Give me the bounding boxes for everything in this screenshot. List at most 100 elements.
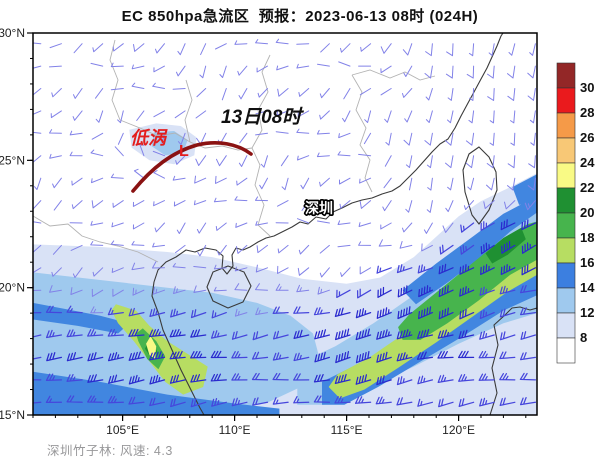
wind-barb xyxy=(131,240,145,246)
wind-barb xyxy=(508,43,516,56)
wind-barb xyxy=(402,88,413,98)
wind-barb xyxy=(409,177,413,191)
wind-barb xyxy=(69,130,83,136)
city-label-shenzhen: 深圳 xyxy=(305,200,333,216)
wind-barb xyxy=(272,372,289,381)
shade-region-12-14 xyxy=(33,272,320,413)
wind-barb xyxy=(507,155,516,169)
wind-barb xyxy=(252,331,269,341)
wind-barb xyxy=(424,65,433,79)
wind-barb xyxy=(417,329,434,339)
wind-barb xyxy=(296,43,310,45)
wind-barb xyxy=(405,200,413,213)
wind-barb xyxy=(215,43,227,50)
wind-barb xyxy=(360,43,372,52)
wind-barb xyxy=(111,267,124,273)
wind-barb xyxy=(176,65,186,77)
colorbar-tick-label: 30 xyxy=(580,80,594,95)
wind-barb xyxy=(235,222,248,228)
wind-barb xyxy=(427,177,433,191)
wind-barb xyxy=(87,374,104,383)
wind-barb xyxy=(396,352,413,362)
wind-barb xyxy=(52,177,62,189)
wind-barb xyxy=(128,328,145,337)
wind-barb xyxy=(152,242,165,248)
wind-barb xyxy=(153,200,165,207)
wind-barb xyxy=(334,395,351,404)
wind-barb xyxy=(256,244,268,254)
wind-barb xyxy=(384,110,392,123)
wind-barb xyxy=(131,64,145,70)
wind-barb xyxy=(90,220,104,226)
province-borders-layer xyxy=(33,39,436,263)
wind-barb xyxy=(426,155,433,169)
wind-barb xyxy=(524,200,536,211)
wind-barb xyxy=(251,351,269,360)
wind-barb xyxy=(133,43,145,52)
wind-barb xyxy=(170,398,186,408)
wind-barb xyxy=(200,43,207,56)
wind-barb xyxy=(438,307,454,320)
wind-barb xyxy=(527,88,536,101)
wind-barb xyxy=(335,350,351,364)
wind-barb xyxy=(190,374,207,383)
wind-barb xyxy=(149,308,166,318)
luzon-coast xyxy=(489,306,537,415)
wind-barb xyxy=(483,200,495,209)
wind-barb xyxy=(314,329,331,340)
wind-barb xyxy=(316,129,330,135)
wind-barb xyxy=(91,132,104,140)
wind-barb xyxy=(33,221,42,224)
wind-barb xyxy=(117,110,124,124)
wind-barb xyxy=(131,82,145,89)
wind-barb xyxy=(161,132,165,146)
wind-barb xyxy=(71,200,83,210)
wind-barb xyxy=(334,307,351,318)
colorbar-tick-label: 8 xyxy=(580,330,587,345)
wind-barb xyxy=(128,374,145,385)
wind-barb xyxy=(210,373,227,382)
wind-barb xyxy=(445,155,454,169)
wind-barb xyxy=(403,65,413,77)
colorbar-tick-label: 12 xyxy=(580,305,594,320)
wind-barb xyxy=(231,397,248,407)
wind-barb xyxy=(197,244,207,257)
wind-barb xyxy=(501,240,516,254)
wind-barb xyxy=(114,146,124,157)
wind-barb xyxy=(396,264,413,274)
wind-barb xyxy=(33,200,42,210)
wind-barb xyxy=(469,88,475,101)
wind-barb xyxy=(259,177,268,190)
wind-barb xyxy=(383,177,392,189)
wind-barb xyxy=(169,374,186,384)
wind-barb xyxy=(317,220,330,224)
colorbar-swatch xyxy=(556,287,576,314)
wind-barb xyxy=(468,43,475,57)
wind-barb xyxy=(177,132,186,146)
wind-barb xyxy=(447,177,454,191)
wind-barb xyxy=(172,263,186,269)
wind-barb xyxy=(316,152,330,158)
wind-barb xyxy=(354,396,372,404)
colorbar-swatch xyxy=(556,337,576,364)
wind-barb xyxy=(107,352,124,362)
wind-barb xyxy=(154,222,165,233)
wind-barb xyxy=(255,307,268,316)
wind-barb xyxy=(421,243,433,252)
wind-barb xyxy=(480,242,495,255)
wind-barb xyxy=(110,62,124,68)
wind-barb xyxy=(380,222,392,230)
wind-barb xyxy=(438,285,454,298)
wind-barb xyxy=(172,175,186,181)
wind-barb xyxy=(358,153,372,157)
wind-barb xyxy=(519,307,537,316)
wind-barb xyxy=(139,144,145,157)
wind-barb xyxy=(425,43,433,57)
shade-region-22-24 xyxy=(146,336,157,359)
wind-barb xyxy=(359,200,372,209)
wind-barb xyxy=(236,177,248,186)
wind-barb xyxy=(489,132,495,146)
wind-barb xyxy=(340,43,351,53)
wind-barb xyxy=(45,329,63,339)
wind-barb xyxy=(337,220,351,225)
